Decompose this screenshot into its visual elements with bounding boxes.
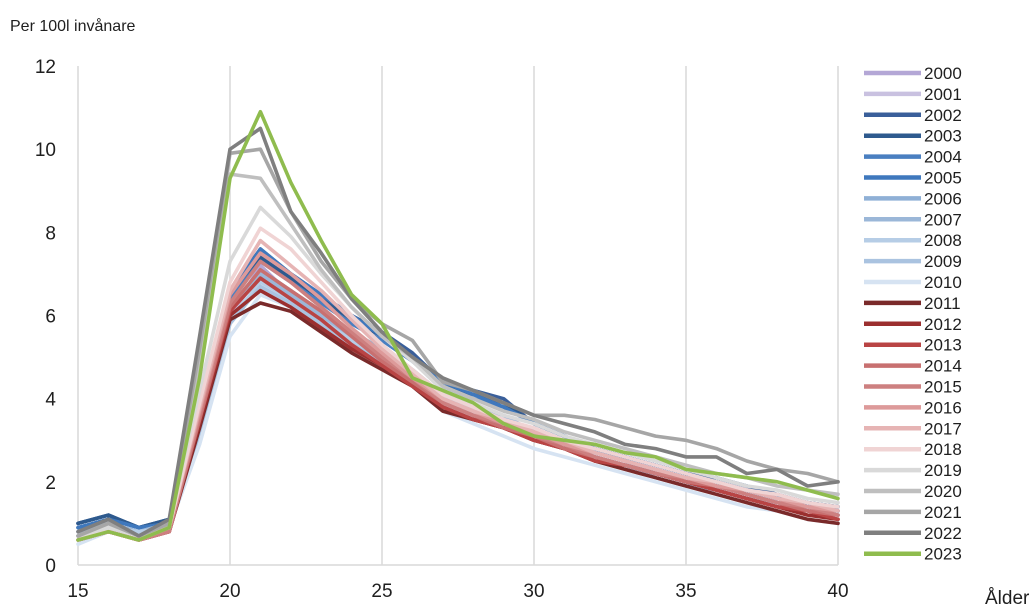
legend-label-2007: 2007 xyxy=(924,210,962,229)
legend-label-2010: 2010 xyxy=(924,273,962,292)
legend-label-2014: 2014 xyxy=(924,357,962,376)
y-tick-label: 2 xyxy=(45,473,56,494)
legend-label-2019: 2019 xyxy=(924,461,962,480)
x-tick-label: 25 xyxy=(371,581,392,602)
y-tick-label: 4 xyxy=(45,390,56,411)
legend-label-2013: 2013 xyxy=(924,336,962,355)
y-tick-label: 12 xyxy=(35,57,56,78)
legend-label-2016: 2016 xyxy=(924,398,962,417)
legend-label-2002: 2002 xyxy=(924,106,962,125)
legend-label-2023: 2023 xyxy=(924,545,962,564)
series-line-2023 xyxy=(76,109,840,542)
legend-label-2017: 2017 xyxy=(924,419,962,438)
legend-label-2004: 2004 xyxy=(924,148,962,167)
y-tick-label: 10 xyxy=(35,140,56,161)
legend-label-2008: 2008 xyxy=(924,231,962,250)
y-axis-title: Per 100l invånare xyxy=(10,17,136,35)
y-tick-label: 0 xyxy=(45,556,56,577)
y-tick-label: 8 xyxy=(45,223,56,244)
x-tick-label: 35 xyxy=(675,581,696,602)
legend-label-2009: 2009 xyxy=(924,252,962,271)
x-axis-title: Ålder xyxy=(985,588,1030,609)
legend-label-2018: 2018 xyxy=(924,440,962,459)
x-tick-label: 40 xyxy=(827,581,848,602)
legend-label-2005: 2005 xyxy=(924,169,962,188)
legend-label-2012: 2012 xyxy=(924,315,962,334)
series-lines xyxy=(76,109,840,547)
series-line-2010 xyxy=(76,292,840,547)
x-tick-label: 15 xyxy=(67,581,88,602)
legend-label-2015: 2015 xyxy=(924,378,962,397)
legend-label-2020: 2020 xyxy=(924,482,962,501)
series-line-2021 xyxy=(76,147,840,538)
axes: 15 20 25 30 35 40 0 2 4 6 8 10 12 xyxy=(35,57,849,602)
series-line-2018 xyxy=(76,226,840,542)
legend-label-2001: 2001 xyxy=(924,85,962,104)
series-line-2022 xyxy=(76,126,840,538)
legend-label-2003: 2003 xyxy=(924,127,962,146)
legend-label-2022: 2022 xyxy=(924,524,962,543)
x-tick-label: 30 xyxy=(523,581,544,602)
gridlines xyxy=(77,66,839,565)
legend-label-2000: 2000 xyxy=(924,64,962,83)
legend-label-2011: 2011 xyxy=(924,294,961,313)
legend-label-2021: 2021 xyxy=(924,503,962,522)
y-tick-label: 6 xyxy=(45,307,56,328)
legend-label-2006: 2006 xyxy=(924,189,962,208)
x-tick-label: 20 xyxy=(219,581,240,602)
